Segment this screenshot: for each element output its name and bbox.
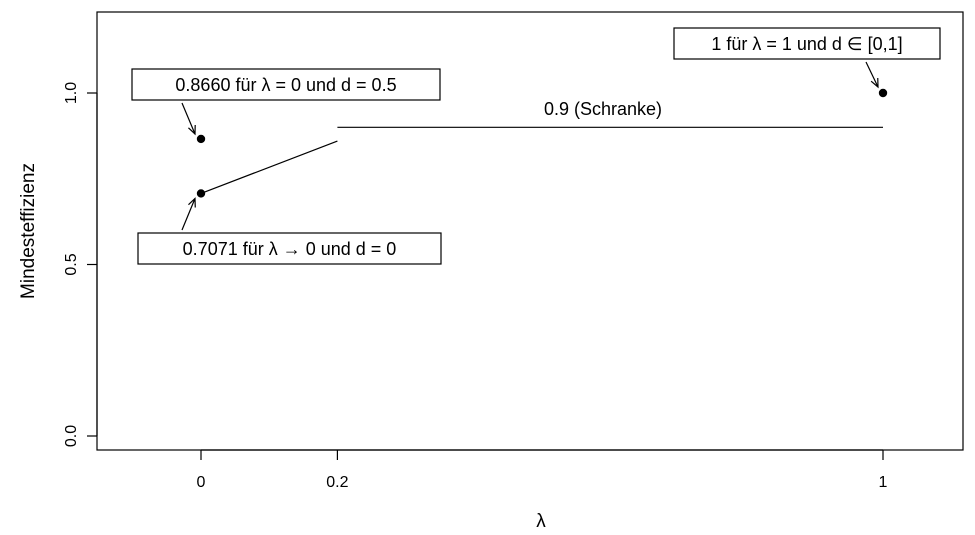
bound-label: 0.9 (Schranke) xyxy=(544,99,662,119)
annotation-point_3: 1 für λ = 1 und d ∈ [0,1] xyxy=(673,27,941,89)
y-axis: 0.0 0.5 1.0 xyxy=(63,82,98,447)
data-point xyxy=(196,189,206,198)
annotation-label: 1 für λ = 1 und d ∈ [0,1] xyxy=(711,34,902,54)
annotation-box xyxy=(131,68,441,101)
x-axis: 0 0.2 1 xyxy=(197,449,888,491)
annotation-point_2: 0.7071 für λ → 0 und d = 0 xyxy=(137,197,442,265)
data-point xyxy=(196,134,206,144)
y-tick-label: 0.0 xyxy=(63,425,80,447)
annotations: 0.9 (Schranke) 0.8660 für λ = 0 und d = … xyxy=(131,27,941,265)
annotation-box xyxy=(673,27,941,60)
y-tick-label: 0.5 xyxy=(63,253,80,275)
y-tick-label: 1.0 xyxy=(63,82,80,104)
annotation-label: 0.8660 für λ = 0 und d = 0.5 xyxy=(175,75,396,95)
x-tick-label: 1 xyxy=(879,474,888,491)
annotation-label: 0.7071 für λ → 0 und d = 0 xyxy=(183,239,397,259)
data-point xyxy=(878,88,888,98)
annotation-point_1: 0.8660 für λ = 0 und d = 0.5 xyxy=(131,68,441,136)
x-axis-title: λ xyxy=(536,511,546,532)
annotation-arrow xyxy=(181,102,196,135)
annotation-arrow xyxy=(865,61,879,88)
data-points xyxy=(196,88,888,198)
arrow-head xyxy=(870,77,879,89)
annotation-box xyxy=(137,232,442,265)
x-tick-label: 0 xyxy=(197,474,206,491)
series-lines xyxy=(200,126,883,195)
series-line xyxy=(200,140,338,195)
y-axis-title: Mindesteffizienz xyxy=(18,163,39,299)
arrow-head xyxy=(188,124,196,136)
arrow-head xyxy=(188,197,196,208)
annotation-arrow xyxy=(181,198,196,231)
x-tick-label: 0.2 xyxy=(326,474,348,491)
